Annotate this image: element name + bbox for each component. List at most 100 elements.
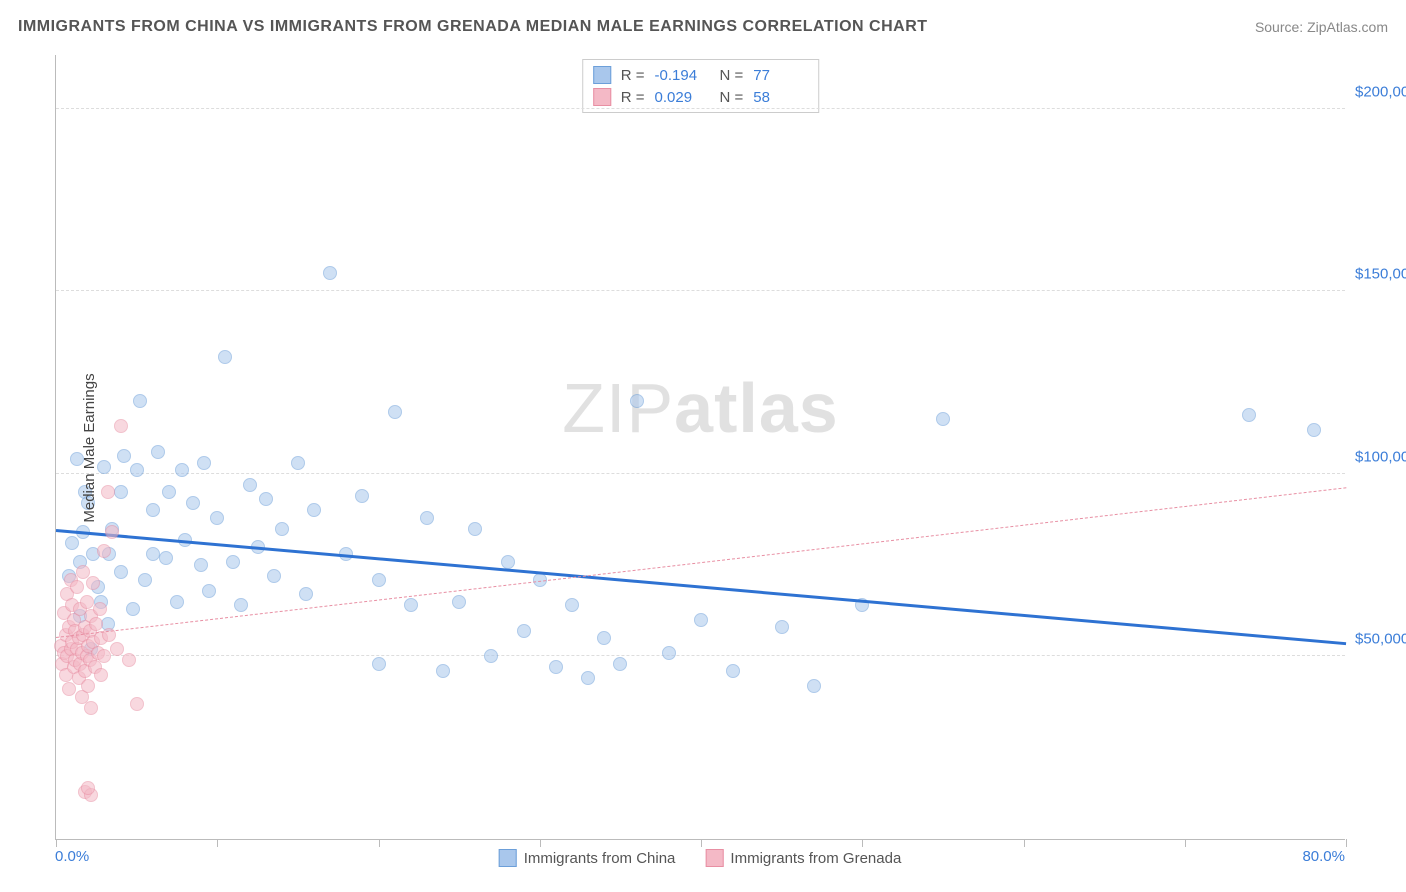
stats-row: R =-0.194N =77 bbox=[593, 64, 809, 86]
scatter-point bbox=[105, 525, 119, 539]
x-axis-max-label: 80.0% bbox=[1302, 848, 1345, 865]
scatter-point bbox=[259, 492, 273, 506]
scatter-point bbox=[159, 551, 173, 565]
x-tick bbox=[379, 839, 380, 847]
scatter-point bbox=[662, 646, 676, 660]
source-attribution: Source: ZipAtlas.com bbox=[1255, 19, 1388, 35]
scatter-point bbox=[130, 697, 144, 711]
scatter-point bbox=[291, 456, 305, 470]
scatter-point bbox=[101, 485, 115, 499]
scatter-point bbox=[299, 587, 313, 601]
scatter-point bbox=[936, 412, 950, 426]
x-tick bbox=[1024, 839, 1025, 847]
grid-line bbox=[56, 108, 1345, 109]
scatter-point bbox=[420, 511, 434, 525]
scatter-point bbox=[307, 503, 321, 517]
grid-line bbox=[56, 655, 1345, 656]
x-tick bbox=[540, 839, 541, 847]
legend: Immigrants from China Immigrants from Gre… bbox=[499, 849, 902, 867]
y-tick-label: $200,000 bbox=[1355, 83, 1406, 100]
legend-label: Immigrants from China bbox=[524, 850, 676, 867]
scatter-point bbox=[775, 620, 789, 634]
scatter-point bbox=[452, 595, 466, 609]
scatter-point bbox=[372, 657, 386, 671]
legend-swatch bbox=[499, 849, 517, 867]
series-swatch bbox=[593, 88, 611, 106]
x-tick bbox=[1185, 839, 1186, 847]
scatter-point bbox=[194, 558, 208, 572]
r-label: R = bbox=[621, 67, 645, 84]
scatter-point bbox=[388, 405, 402, 419]
legend-swatch bbox=[705, 849, 723, 867]
scatter-point bbox=[62, 682, 76, 696]
scatter-point bbox=[436, 664, 450, 678]
scatter-point bbox=[355, 489, 369, 503]
scatter-point bbox=[501, 555, 515, 569]
scatter-point bbox=[323, 266, 337, 280]
scatter-point bbox=[146, 547, 160, 561]
scatter-point bbox=[162, 485, 176, 499]
n-value: 77 bbox=[753, 67, 808, 84]
legend-label: Immigrants from Grenada bbox=[730, 850, 901, 867]
scatter-point bbox=[210, 511, 224, 525]
x-tick bbox=[56, 839, 57, 847]
scatter-point bbox=[218, 350, 232, 364]
scatter-point bbox=[1307, 423, 1321, 437]
scatter-point bbox=[80, 595, 94, 609]
scatter-point bbox=[138, 573, 152, 587]
scatter-point bbox=[694, 613, 708, 627]
chart-title: IMMIGRANTS FROM CHINA VS IMMIGRANTS FROM… bbox=[18, 18, 928, 36]
scatter-point bbox=[70, 580, 84, 594]
plot-area: ZIPatlas R =-0.194N =77R =0.029N =58 $50… bbox=[55, 55, 1345, 840]
legend-item: Immigrants from China bbox=[499, 849, 676, 867]
scatter-point bbox=[97, 649, 111, 663]
x-axis-min-label: 0.0% bbox=[55, 848, 89, 865]
grid-line bbox=[56, 290, 1345, 291]
scatter-point bbox=[197, 456, 211, 470]
scatter-point bbox=[84, 701, 98, 715]
scatter-point bbox=[114, 485, 128, 499]
scatter-point bbox=[234, 598, 248, 612]
correlation-stats-box: R =-0.194N =77R =0.029N =58 bbox=[582, 59, 820, 113]
grid-line bbox=[56, 473, 1345, 474]
scatter-point bbox=[110, 642, 124, 656]
scatter-point bbox=[726, 664, 740, 678]
scatter-point bbox=[81, 781, 95, 795]
scatter-point bbox=[613, 657, 627, 671]
scatter-point bbox=[146, 503, 160, 517]
scatter-point bbox=[126, 602, 140, 616]
scatter-point bbox=[86, 576, 100, 590]
scatter-point bbox=[517, 624, 531, 638]
x-tick bbox=[862, 839, 863, 847]
scatter-point bbox=[226, 555, 240, 569]
scatter-point bbox=[94, 668, 108, 682]
scatter-point bbox=[468, 522, 482, 536]
scatter-point bbox=[549, 660, 563, 674]
scatter-point bbox=[186, 496, 200, 510]
scatter-point bbox=[89, 617, 103, 631]
scatter-point bbox=[114, 419, 128, 433]
scatter-point bbox=[114, 565, 128, 579]
scatter-point bbox=[243, 478, 257, 492]
y-axis-title: Median Male Earnings bbox=[81, 373, 98, 522]
scatter-point bbox=[130, 463, 144, 477]
scatter-point bbox=[267, 569, 281, 583]
y-tick-label: $150,000 bbox=[1355, 266, 1406, 283]
scatter-point bbox=[151, 445, 165, 459]
x-tick bbox=[1346, 839, 1347, 847]
x-tick bbox=[701, 839, 702, 847]
scatter-point bbox=[202, 584, 216, 598]
scatter-point bbox=[1242, 408, 1256, 422]
scatter-point bbox=[372, 573, 386, 587]
n-label: N = bbox=[720, 67, 744, 84]
watermark: ZIPatlas bbox=[562, 368, 838, 448]
scatter-point bbox=[117, 449, 131, 463]
scatter-point bbox=[133, 394, 147, 408]
scatter-point bbox=[93, 602, 107, 616]
chart-container: ZIPatlas R =-0.194N =77R =0.029N =58 $50… bbox=[55, 55, 1345, 840]
stats-row: R =0.029N =58 bbox=[593, 86, 809, 108]
trend-line bbox=[56, 529, 1346, 645]
scatter-point bbox=[275, 522, 289, 536]
scatter-point bbox=[807, 679, 821, 693]
scatter-point bbox=[97, 460, 111, 474]
